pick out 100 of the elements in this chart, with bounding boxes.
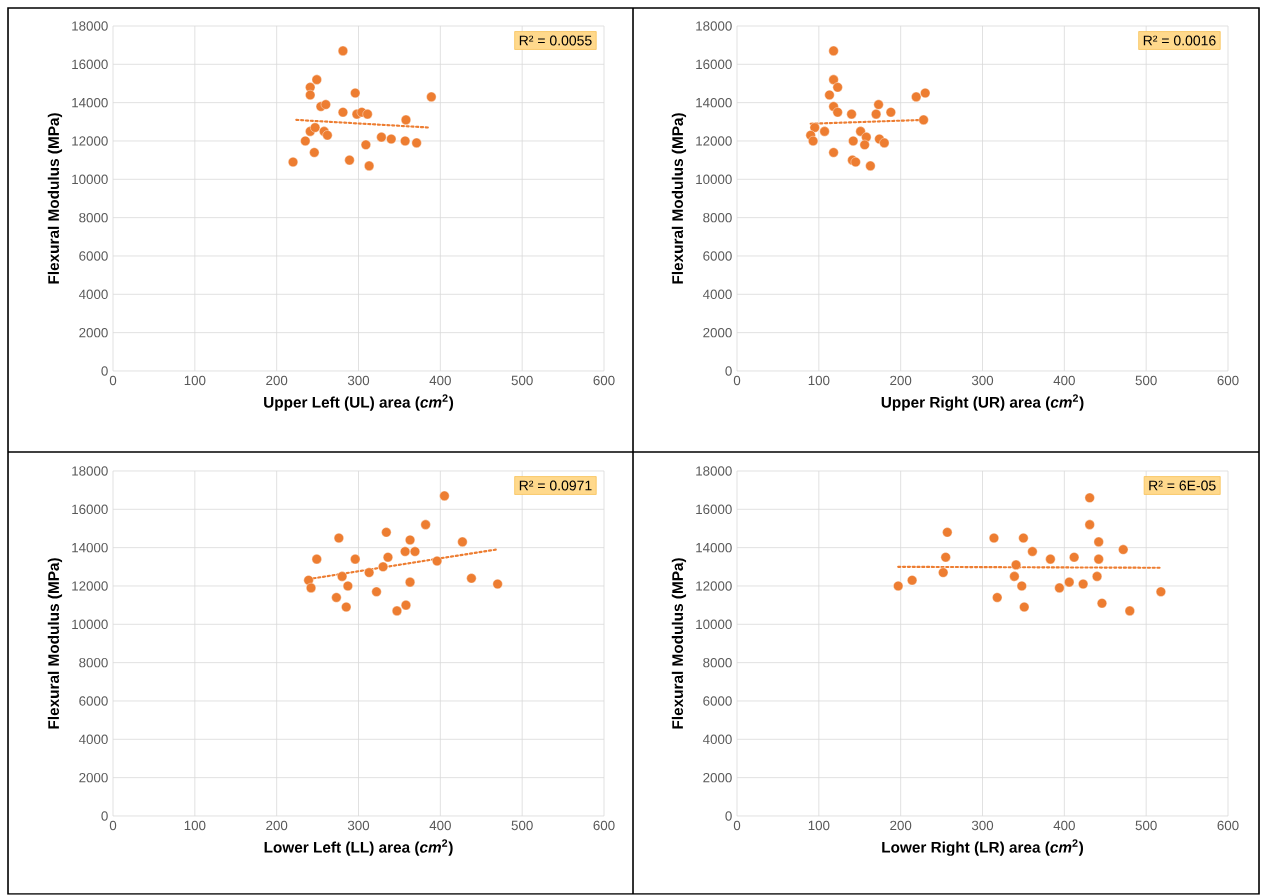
point xyxy=(918,115,929,126)
point xyxy=(320,99,331,110)
point xyxy=(1092,571,1103,582)
point xyxy=(362,109,373,120)
point xyxy=(333,533,344,544)
y-tick-label: 14000 xyxy=(696,98,732,108)
point xyxy=(808,136,819,147)
point xyxy=(400,546,411,557)
annotation: R² = 0.0016 xyxy=(1143,35,1216,46)
point xyxy=(942,527,953,538)
point xyxy=(832,107,843,118)
point xyxy=(411,138,422,149)
y-tick-label: 12000 xyxy=(72,136,108,146)
x-tick-label: 500 xyxy=(1135,820,1157,831)
y-tick-label: 8000 xyxy=(79,213,108,223)
y-tick-label: 16000 xyxy=(72,59,108,70)
x-axis-title: Upper Right (UR) area (cm$^{2}$) xyxy=(881,394,1084,411)
x-tick-label: 600 xyxy=(1217,375,1239,386)
y-tick-label: 0 xyxy=(101,811,108,821)
point xyxy=(865,161,876,172)
x-tick-label: 100 xyxy=(808,375,830,386)
point xyxy=(859,139,870,150)
y-tick-label: 2000 xyxy=(703,773,732,783)
point xyxy=(350,554,361,565)
x-axis-title: Lower Right (LR) area (cm$^{2}$) xyxy=(882,839,1084,856)
point xyxy=(911,92,922,103)
x-tick-label: 100 xyxy=(808,820,830,831)
y-tick-label: 0 xyxy=(101,366,108,376)
point xyxy=(824,90,835,101)
x-tick-label: 500 xyxy=(1135,375,1157,386)
point xyxy=(331,592,342,603)
point xyxy=(309,147,320,158)
x-tick-label: 200 xyxy=(266,375,288,386)
x-axis-title: Lower Left (LL) area (cm$^{2}$) xyxy=(264,839,453,856)
point xyxy=(1054,583,1065,594)
x-tick-label: 0 xyxy=(733,375,741,386)
point xyxy=(1093,554,1104,565)
y-tick-label: 0 xyxy=(725,811,732,821)
point xyxy=(381,527,392,538)
point xyxy=(426,92,437,103)
x-tick-label: 100 xyxy=(184,375,206,386)
point xyxy=(342,581,353,592)
point xyxy=(341,602,352,613)
point xyxy=(371,586,382,597)
point xyxy=(378,561,389,572)
point xyxy=(1016,581,1027,592)
y-tick-label: 14000 xyxy=(72,98,108,108)
point xyxy=(305,90,316,101)
y-tick-label: 12000 xyxy=(696,136,732,146)
y-axis-title: Flexural Modulus (MPa) xyxy=(47,113,63,284)
point xyxy=(1018,533,1029,544)
point xyxy=(360,139,371,150)
y-tick-label: 8000 xyxy=(703,213,732,223)
y-tick-label: 10000 xyxy=(72,619,108,630)
point xyxy=(405,577,416,588)
x-tick-label: 200 xyxy=(890,375,912,386)
point xyxy=(907,575,918,586)
point xyxy=(846,109,857,120)
y-tick-label: 18000 xyxy=(696,466,732,476)
y-tick-label: 12000 xyxy=(696,581,732,591)
point xyxy=(466,573,477,584)
point xyxy=(322,130,333,141)
point xyxy=(1027,546,1038,557)
point xyxy=(992,592,1003,603)
x-tick-label: 500 xyxy=(511,375,533,386)
point xyxy=(386,134,397,145)
point xyxy=(1069,552,1080,563)
y-tick-label: 18000 xyxy=(72,466,108,476)
point xyxy=(310,122,321,133)
y-tick-label: 10000 xyxy=(696,174,732,185)
y-tick-label: 2000 xyxy=(79,328,108,338)
point xyxy=(364,567,375,578)
y-tick-label: 2000 xyxy=(703,328,732,338)
point xyxy=(1124,606,1135,617)
point xyxy=(885,107,896,118)
y-tick-label: 6000 xyxy=(703,251,732,261)
point xyxy=(344,155,355,166)
point xyxy=(311,74,322,85)
y-tick-label: 14000 xyxy=(696,543,732,553)
point xyxy=(350,88,361,99)
point xyxy=(405,535,416,546)
point xyxy=(400,136,411,147)
point xyxy=(893,581,904,592)
y-tick-label: 2000 xyxy=(79,773,108,783)
x-tick-label: 100 xyxy=(184,820,206,831)
point xyxy=(400,600,411,611)
x-tick-label: 200 xyxy=(890,820,912,831)
point xyxy=(311,554,322,565)
point xyxy=(337,571,348,582)
y-tick-label: 16000 xyxy=(696,504,732,515)
point xyxy=(988,533,999,544)
point xyxy=(1096,598,1107,609)
y-tick-label: 4000 xyxy=(78,734,108,745)
y-tick-label: 6000 xyxy=(703,696,732,706)
x-tick-label: 500 xyxy=(511,820,533,831)
x-tick-label: 300 xyxy=(971,375,994,386)
x-tick-label: 600 xyxy=(593,820,615,831)
point xyxy=(1019,602,1030,613)
y-axis-title: Flexural Modulus (MPa) xyxy=(671,113,687,284)
point xyxy=(1011,560,1022,571)
